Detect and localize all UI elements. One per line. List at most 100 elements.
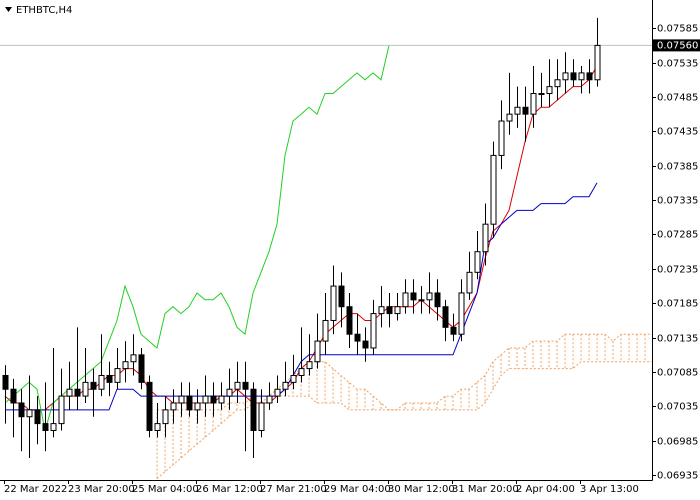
y-tick-label: 0.07085 <box>657 368 698 379</box>
candle-body <box>450 326 457 335</box>
candle-body <box>186 395 193 411</box>
candle-body <box>322 319 329 342</box>
candle-body <box>266 395 273 404</box>
candle-body <box>178 395 185 404</box>
y-tick-label: 0.07185 <box>657 299 698 310</box>
x-tick-label: 25 Mar 04:00 <box>132 484 199 495</box>
x-tick-label: 27 Mar 21:00 <box>260 484 327 495</box>
candle-body <box>138 354 145 383</box>
y-tick-label: 0.07235 <box>657 265 698 276</box>
candle-body <box>298 368 305 376</box>
candle-body <box>594 44 601 81</box>
candle-body <box>154 423 161 431</box>
candle-body <box>554 79 561 88</box>
candle-body <box>170 402 177 411</box>
candle-body <box>506 113 513 122</box>
candle-body <box>370 313 377 349</box>
y-tick-label: 0.07385 <box>657 162 698 173</box>
candle-body <box>26 409 33 418</box>
candle-body <box>482 223 489 253</box>
candle-body <box>306 361 313 370</box>
y-tick-label: 0.06985 <box>657 437 698 448</box>
candle-body <box>514 106 521 115</box>
candle-body <box>338 285 345 308</box>
candle-body <box>402 292 409 308</box>
candle-body <box>474 251 481 273</box>
candle-body <box>226 388 233 397</box>
x-tick-label: 29 Mar 04:00 <box>324 484 391 495</box>
x-tick-label: 26 Mar 12:00 <box>196 484 263 495</box>
y-tick-label: 0.06935 <box>657 471 698 482</box>
candle-body <box>530 93 537 115</box>
candle-body <box>362 340 369 349</box>
candle-body <box>66 388 73 397</box>
candle-body <box>58 395 65 425</box>
candle-body <box>490 154 497 225</box>
y-tick-label: 0.07585 <box>657 24 698 35</box>
candle-body <box>570 72 577 81</box>
candle-body <box>234 381 241 390</box>
candle-body <box>434 292 441 308</box>
candle-body <box>130 354 137 363</box>
candle-body <box>258 402 265 431</box>
candle-body <box>562 72 569 81</box>
candle-body <box>586 72 593 81</box>
y-tick-label: 0.07485 <box>657 93 698 104</box>
candle-body <box>274 388 281 397</box>
candle-body <box>546 86 553 95</box>
candle-body <box>578 72 585 81</box>
x-tick-label: 3 Apr 13:00 <box>580 484 639 495</box>
candle-body <box>346 306 353 335</box>
candle-body <box>354 333 361 342</box>
candle-body <box>282 381 289 390</box>
x-tick-label: 2 Apr 04:00 <box>516 484 575 495</box>
candle-body <box>114 368 121 383</box>
y-tick-label: 0.07135 <box>657 334 698 345</box>
candle-body <box>210 395 217 404</box>
candle-body <box>378 306 385 315</box>
candle-body <box>458 292 465 335</box>
chart-title: ETHBTC,H4 <box>16 5 72 16</box>
y-tick-label: 0.07035 <box>657 402 698 413</box>
candle-body <box>522 106 529 115</box>
candle-body <box>18 402 25 418</box>
candle-body <box>250 388 257 431</box>
x-tick-label: 23 Mar 20:00 <box>68 484 135 495</box>
y-tick-label: 0.07285 <box>657 230 698 241</box>
candle-body <box>50 423 57 431</box>
y-tick-label: 0.07435 <box>657 127 698 138</box>
last-price-box <box>653 39 700 52</box>
candle-body <box>330 285 337 321</box>
candle-body <box>410 292 417 301</box>
candle-body <box>106 374 113 383</box>
candle-body <box>386 306 393 315</box>
candle-body <box>498 120 505 156</box>
candle-body <box>394 306 401 315</box>
y-tick-label: 0.07335 <box>657 196 698 207</box>
candle-body <box>162 409 169 425</box>
senkou-span-b <box>157 361 652 411</box>
y-tick-label: 0.07535 <box>657 59 698 70</box>
candle-body <box>466 271 473 294</box>
candle-body <box>418 299 425 302</box>
senkou-span-a <box>156 333 652 479</box>
x-tick-label: 31 Mar 20:00 <box>452 484 519 495</box>
candle-body <box>2 374 9 390</box>
candle-body <box>194 402 201 411</box>
candle-body <box>314 340 321 363</box>
candle-body <box>90 381 97 390</box>
candle-body <box>98 374 105 390</box>
x-tick-label: 30 Mar 12:00 <box>388 484 455 495</box>
candle-body <box>42 423 49 431</box>
candle-body <box>290 374 297 383</box>
candle-body <box>442 306 449 328</box>
candle-body <box>146 381 153 431</box>
candle-body <box>74 388 81 397</box>
candle-body <box>218 395 225 404</box>
candle-body <box>538 93 545 96</box>
plot-area <box>0 17 652 479</box>
candle-body <box>10 388 17 404</box>
symbol-menu-icon[interactable] <box>5 7 12 12</box>
